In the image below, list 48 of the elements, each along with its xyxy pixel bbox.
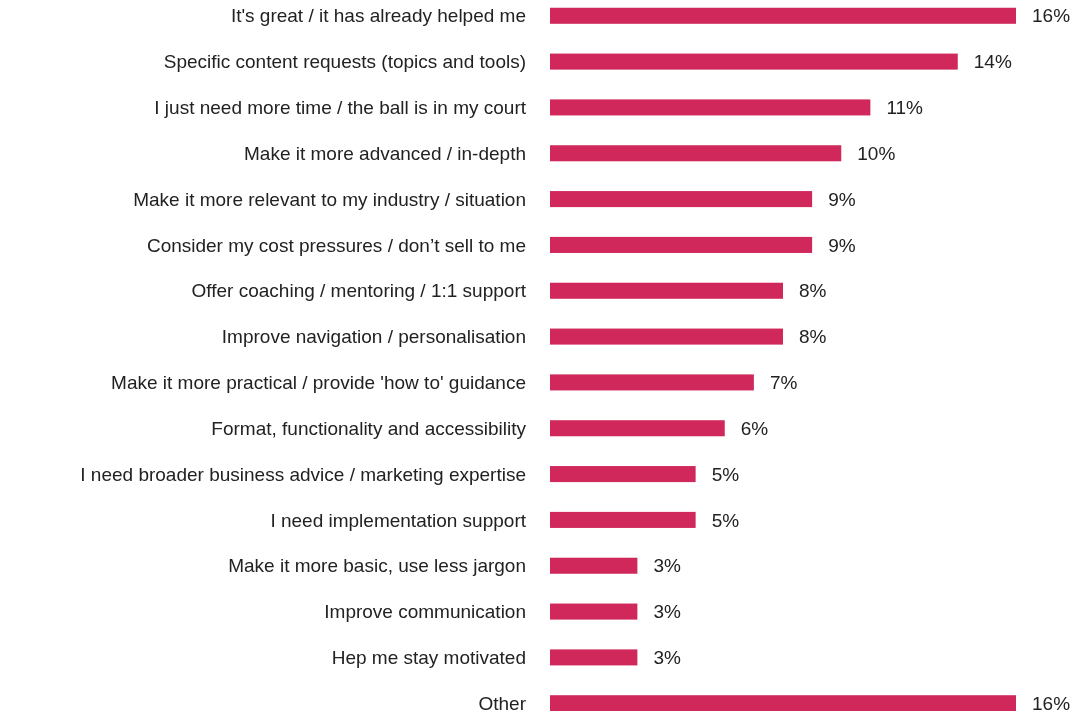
bar [550, 53, 958, 70]
data-label: 10% [857, 142, 896, 164]
bar [550, 191, 813, 208]
data-label: 5% [711, 509, 740, 531]
bar [550, 603, 638, 620]
data-label: 9% [828, 188, 856, 210]
data-label: 9% [828, 234, 856, 256]
y-tick-label: Improve communication [324, 601, 526, 623]
bar [550, 695, 1016, 711]
data-label: 11% [886, 97, 924, 119]
data-label: 5% [711, 463, 740, 485]
y-tick-label: Format, functionality and accessibility [211, 417, 527, 439]
y-tick-label: Improve navigation / personalisation [221, 326, 526, 348]
bar [550, 7, 1016, 24]
bar [550, 511, 696, 528]
y-tick-label: Make it more relevant to my industry / situation [133, 188, 526, 210]
y-tick-label: Hep me stay motivated [331, 647, 526, 669]
y-tick-label: I need implementation support [270, 509, 527, 531]
y-tick-label: Consider my cost pressures / don’t sell to me [146, 234, 526, 256]
y-tick-label: It's great / it has already helped me [230, 5, 526, 27]
y-tick-label: I need broader business advice / marketing expertise [80, 463, 526, 485]
data-label: 8% [799, 280, 827, 302]
y-tick-label: I just need more time / the ball is in my court [154, 97, 527, 119]
data-label: 8% [799, 326, 827, 348]
data-label: 16% [1032, 692, 1071, 711]
y-tick-label: Offer coaching / mentoring / 1:1 support [191, 280, 527, 302]
bar [550, 649, 638, 666]
bar [550, 557, 638, 574]
y-tick-label: Specific content requests (topics and tools) [163, 51, 526, 73]
bar [550, 328, 783, 345]
bar [550, 282, 783, 299]
data-label: 3% [653, 601, 681, 623]
bar [550, 145, 842, 162]
y-tick-label: Other [478, 692, 527, 711]
bar [550, 236, 813, 253]
data-label: 16% [1032, 5, 1071, 27]
data-label: 6% [740, 417, 769, 439]
y-tick-label: Make it more advanced / in-depth [244, 142, 526, 164]
bar [550, 466, 696, 483]
data-label: 3% [653, 647, 681, 669]
data-label: 7% [769, 372, 798, 394]
bar [550, 374, 754, 391]
data-label: 3% [653, 555, 681, 577]
data-label: 14% [973, 51, 1012, 73]
bar [550, 99, 871, 116]
y-tick-label: Make it more practical / provide 'how to' guidance [111, 372, 526, 394]
y-tick-label: Make it more basic, use less jargon [228, 555, 526, 577]
bar [550, 420, 725, 437]
